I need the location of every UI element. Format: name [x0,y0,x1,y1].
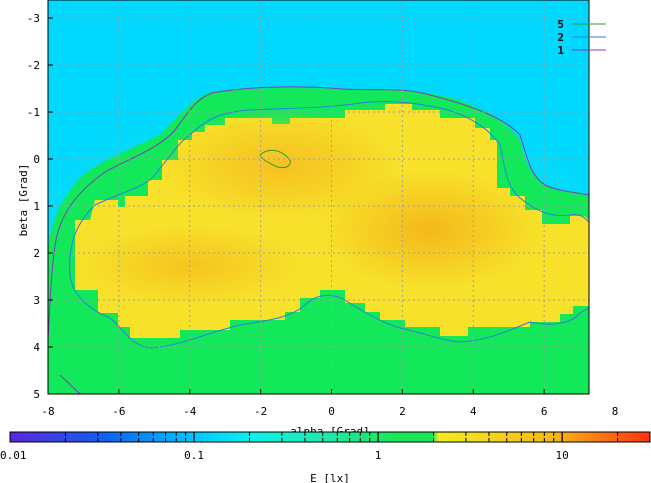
y-axis-label: beta [Grad] [17,164,30,237]
colorbar-tick-label: 0.01 [0,449,27,462]
x-tick-label: 2 [399,405,406,418]
y-tick-label: 0 [33,153,40,166]
gridlines [48,0,589,394]
y-tick-label: 4 [33,341,40,354]
colorbar-label: E [lx] [310,472,350,483]
y-tick-label: 3 [33,294,40,307]
contour-peak [259,149,291,169]
contour-1-lower [59,374,81,394]
y-tick-label: 2 [33,247,40,260]
y-axis: -3 -2 -1 0 1 2 3 4 5 [27,12,53,401]
x-tick-label: 0 [328,405,335,418]
legend: 521 [557,18,606,57]
legend-label: 5 [557,18,564,31]
y-tick-label: -1 [27,106,40,119]
x-tick-label: 8 [612,405,619,418]
x-tick-label: -8 [41,405,54,418]
contour-1 [48,86,589,341]
hotspot-left [160,110,400,220]
hotspot-right [320,170,540,290]
y-tick-label: -2 [27,59,40,72]
x-tick-label: 4 [470,405,477,418]
colorbar-tick-label: 10 [556,449,569,462]
x-tick-label: 6 [541,405,548,418]
y-tick-label: 5 [33,388,40,401]
x-tick-label: -6 [112,405,125,418]
x-axis: -8 -6 -4 -2 0 2 4 6 8 [41,389,618,418]
legend-label: 2 [557,31,564,44]
colorbar-tick-label: 1 [375,449,382,462]
plot-frame [47,0,590,395]
plot-area [48,0,589,394]
contour-2 [69,101,589,276]
colorbar-tick-label: 0.1 [184,449,204,462]
colorbar-ticks: 0.01 0.1 1 10 [0,432,651,462]
y-tick-label: 1 [33,200,40,213]
contour-2-lower [69,274,589,349]
y-tick-label: -3 [27,12,40,25]
x-tick-label: -2 [254,405,267,418]
x-tick-label: -4 [183,405,197,418]
legend-label: 1 [557,44,564,57]
